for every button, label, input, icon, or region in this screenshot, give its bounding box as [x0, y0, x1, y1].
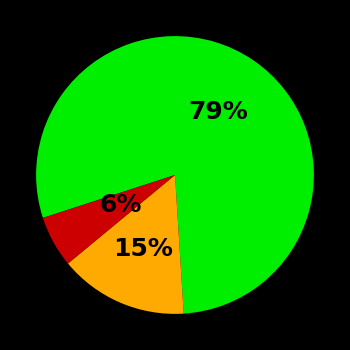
Text: 79%: 79%: [188, 100, 248, 124]
Wedge shape: [68, 175, 184, 314]
Text: 15%: 15%: [113, 237, 173, 261]
Wedge shape: [36, 36, 314, 314]
Wedge shape: [43, 175, 175, 264]
Text: 6%: 6%: [99, 193, 141, 217]
